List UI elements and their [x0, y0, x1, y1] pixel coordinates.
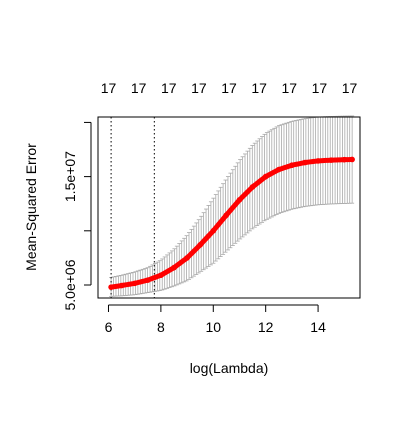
mean-point — [210, 228, 217, 234]
mean-point — [184, 255, 190, 261]
top-count-label: 17 — [312, 80, 328, 96]
top-count-label: 17 — [101, 80, 117, 96]
x-axis: 6 8 10 12 14 — [105, 304, 326, 335]
x-tick-label: 12 — [258, 319, 274, 335]
y-tick-label: 1.5e+07 — [62, 151, 78, 202]
mean-point — [108, 284, 114, 290]
y-axis: 5.0e+06 1.5e+07 — [62, 121, 92, 310]
plot-frame — [97, 116, 361, 299]
mean-point — [262, 173, 269, 180]
mean-point — [197, 242, 203, 248]
mean-point — [171, 264, 177, 271]
top-count-label: 17 — [221, 80, 237, 96]
mean-point — [275, 166, 282, 173]
x-tick-label: 14 — [310, 319, 326, 335]
mean-point — [349, 156, 355, 163]
mean-point — [341, 156, 348, 163]
mean-point — [302, 159, 308, 166]
mean-curve — [108, 156, 355, 290]
mean-point — [118, 282, 125, 289]
top-count-label: 17 — [281, 80, 297, 96]
y-tick-label: 5.0e+06 — [62, 259, 78, 310]
mean-point — [315, 158, 321, 164]
mean-point — [144, 277, 151, 283]
mean-point — [223, 212, 230, 218]
top-axis-labels: 17 17 17 17 17 17 17 17 17 — [101, 80, 358, 96]
x-tick-label: 10 — [205, 319, 221, 335]
y-axis-title: Mean-Squared Error — [23, 143, 39, 271]
x-tick-label: 6 — [105, 319, 113, 335]
mean-point — [289, 162, 295, 169]
mean-point — [249, 184, 256, 190]
x-tick-label: 8 — [157, 319, 165, 335]
mean-point — [131, 280, 138, 287]
top-count-label: 17 — [342, 80, 358, 96]
mean-curve-line — [108, 156, 355, 290]
x-axis-title: log(Lambda) — [190, 360, 269, 376]
mean-point — [236, 197, 243, 203]
top-count-label: 17 — [131, 80, 147, 96]
top-count-label: 17 — [191, 80, 207, 96]
mean-point — [328, 157, 334, 163]
top-count-label: 17 — [161, 80, 177, 96]
top-count-label: 17 — [251, 80, 267, 96]
mean-point — [158, 272, 164, 279]
